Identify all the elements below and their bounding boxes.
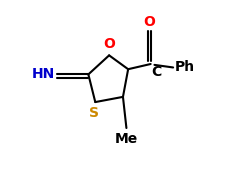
Text: Ph: Ph (175, 61, 195, 74)
Text: O: O (143, 15, 155, 29)
Text: C: C (152, 65, 162, 79)
Text: Me: Me (115, 132, 138, 146)
Text: O: O (103, 37, 115, 51)
Text: S: S (89, 106, 98, 120)
Text: HN: HN (32, 67, 55, 81)
